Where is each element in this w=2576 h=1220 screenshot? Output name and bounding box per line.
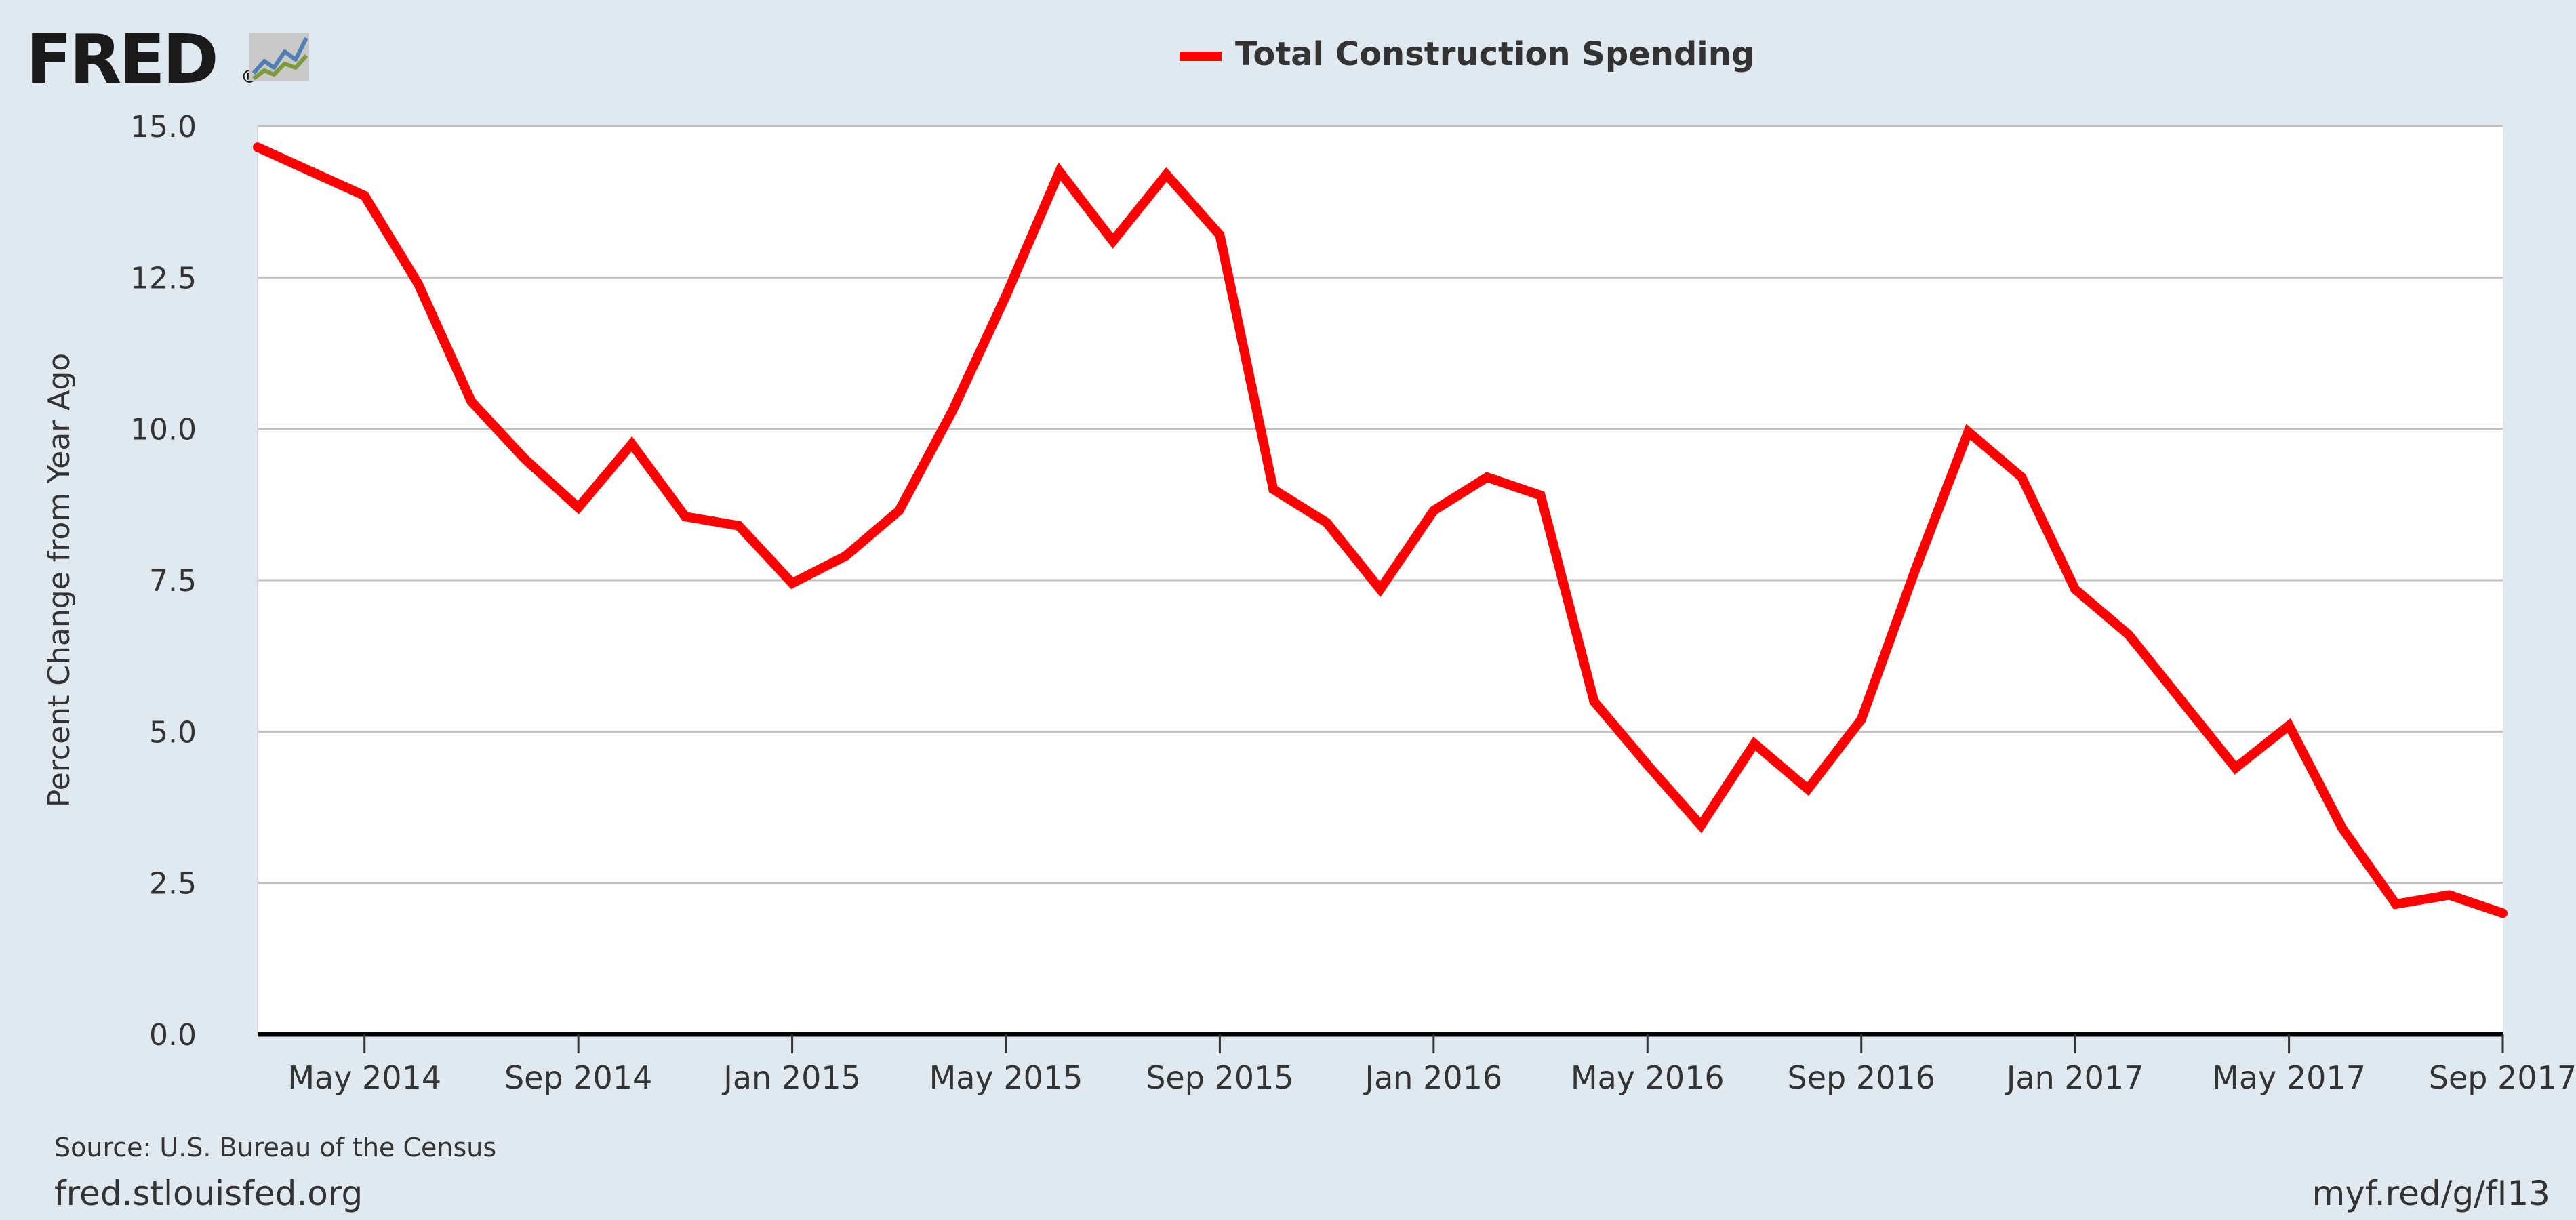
data-point[interactable]: [1375, 584, 1385, 594]
data-point[interactable]: [1482, 472, 1492, 483]
data-point[interactable]: [733, 521, 744, 531]
data-point[interactable]: [1803, 784, 1813, 794]
source-note: Source: U.S. Bureau of the Census: [54, 1133, 496, 1162]
x-tick-label: May 2016: [1571, 1059, 1725, 1096]
fred-logo-graph-icon: [249, 33, 309, 81]
data-point[interactable]: [680, 512, 690, 522]
y-tick-label: 10.0: [130, 413, 197, 447]
data-point[interactable]: [1322, 518, 1332, 528]
short-link[interactable]: myf.red/g/fI13: [2312, 1174, 2550, 1213]
data-point[interactable]: [306, 167, 316, 176]
data-point[interactable]: [948, 405, 958, 415]
data-point[interactable]: [1643, 760, 1653, 770]
data-point[interactable]: [1535, 490, 1546, 500]
data-point[interactable]: [2337, 824, 2348, 834]
y-tick-label: 7.5: [149, 564, 197, 598]
data-point[interactable]: [359, 190, 369, 201]
data-point[interactable]: [2070, 584, 2080, 594]
data-point[interactable]: [1856, 714, 1866, 725]
data-point[interactable]: [2391, 899, 2401, 909]
data-point[interactable]: [1910, 566, 1920, 576]
x-tick-label: Sep 2016: [1788, 1059, 1935, 1096]
data-point[interactable]: [2017, 472, 2027, 483]
x-tick-label: May 2015: [929, 1059, 1083, 1096]
data-point[interactable]: [894, 506, 904, 516]
legend-swatch: [1180, 52, 1222, 61]
data-point[interactable]: [466, 396, 477, 407]
data-point[interactable]: [2230, 762, 2240, 773]
y-tick-label: 15.0: [130, 110, 197, 144]
data-point[interactable]: [1161, 169, 1171, 180]
data-point[interactable]: [627, 439, 637, 449]
data-point[interactable]: [2177, 696, 2187, 706]
fred-logo[interactable]: FRED ®: [26, 20, 309, 99]
data-point[interactable]: [1750, 739, 1759, 749]
data-point[interactable]: [2444, 890, 2455, 900]
series-layer: [253, 142, 2508, 918]
legend-label-total-construction-spending: Total Construction Spending: [1235, 35, 1754, 73]
y-tick-label: 2.5: [149, 867, 197, 901]
data-point[interactable]: [573, 502, 584, 512]
data-point[interactable]: [413, 279, 423, 289]
data-point[interactable]: [1963, 427, 1973, 437]
y-axis: 0.0 2.5 5.0 7.5 10.0 12.5 15.0: [130, 110, 258, 1053]
x-tick-label: Sep 2015: [1146, 1059, 1293, 1096]
data-point[interactable]: [1001, 291, 1011, 301]
x-tick-label: Jan 2017: [2005, 1059, 2144, 1096]
data-point[interactable]: [1215, 230, 1225, 240]
x-tick-label: Jan 2016: [1363, 1059, 1503, 1096]
legend: Total Construction Spending: [1180, 35, 1754, 73]
x-tick-label: Jan 2015: [721, 1059, 861, 1096]
data-point[interactable]: [1054, 167, 1064, 176]
data-point[interactable]: [253, 142, 262, 152]
x-tick-label: Sep 2017: [2429, 1059, 2576, 1096]
data-point[interactable]: [787, 578, 797, 588]
data-point[interactable]: [1696, 820, 1706, 830]
x-axis: May 2014 Sep 2014 Jan 2015 May 2015 Sep 2015…: [258, 1032, 2576, 1096]
x-tick-label: May 2014: [287, 1059, 441, 1096]
data-point[interactable]: [1268, 485, 1279, 494]
data-point[interactable]: [1589, 696, 1599, 706]
data-point[interactable]: [1428, 506, 1438, 516]
data-point[interactable]: [841, 551, 851, 561]
y-tick-label: 12.5: [130, 261, 197, 296]
y-tick-label: 5.0: [149, 715, 197, 750]
gridlines: [258, 125, 2503, 884]
site-link[interactable]: fred.stlouisfed.org: [54, 1174, 363, 1213]
data-point[interactable]: [1108, 236, 1118, 246]
fred-logo-text: FRED: [26, 20, 216, 99]
y-tick-label: 0.0: [149, 1018, 197, 1053]
data-point[interactable]: [2284, 720, 2294, 731]
data-point[interactable]: [520, 454, 530, 464]
x-tick-label: Sep 2014: [504, 1059, 652, 1096]
x-tick-label: May 2017: [2212, 1059, 2366, 1096]
y-axis-title: Percent Change from Year Ago: [42, 353, 77, 807]
data-point[interactable]: [2124, 630, 2133, 640]
data-point[interactable]: [2498, 908, 2508, 918]
